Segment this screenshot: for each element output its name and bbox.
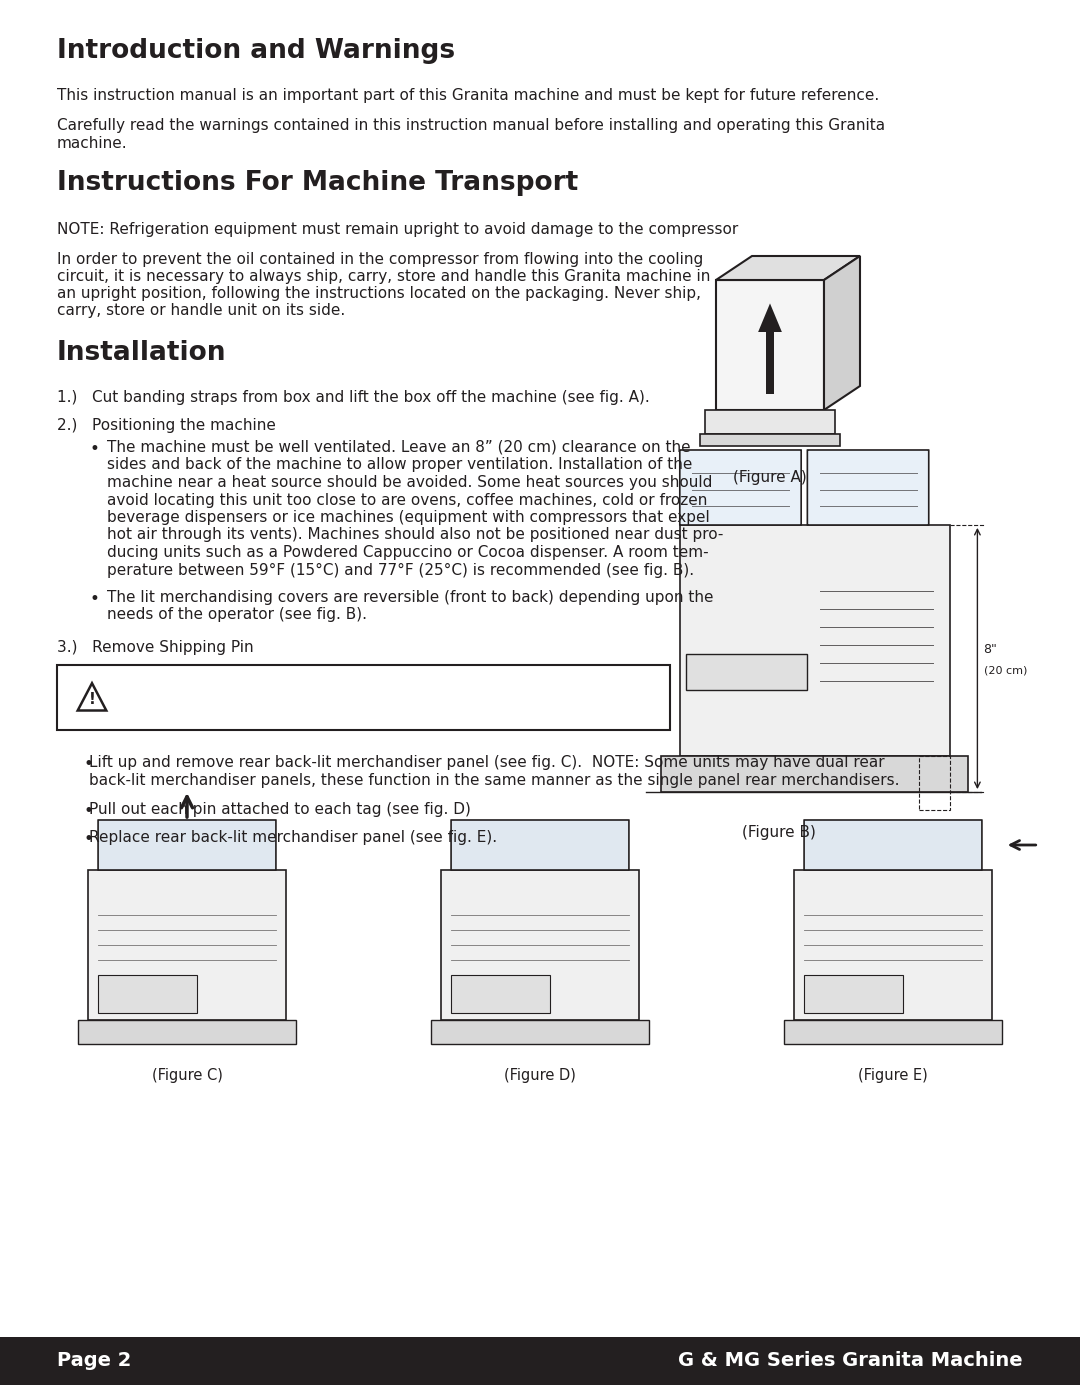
Text: needs of the operator (see fig. B).: needs of the operator (see fig. B).: [107, 608, 367, 623]
Bar: [442, 870, 638, 1020]
Text: machine.: machine.: [57, 136, 127, 151]
Text: perature between 59°F (15°C) and 77°F (25°C) is recommended (see fig. B).: perature between 59°F (15°C) and 77°F (2…: [107, 563, 694, 577]
Bar: [451, 975, 550, 1013]
Text: The machine must be well ventilated. Leave an 8” (20 cm) clearance on the: The machine must be well ventilated. Lea…: [107, 440, 690, 455]
Text: Instructions For Machine Transport: Instructions For Machine Transport: [57, 170, 578, 196]
Text: an upright position, following the instructions located on the packaging. Never : an upright position, following the instr…: [57, 286, 701, 300]
Text: Installation: Installation: [57, 339, 227, 366]
Text: The lit merchandising covers are reversible (front to back) depending upon the: The lit merchandising covers are reversi…: [107, 590, 714, 605]
Polygon shape: [824, 256, 860, 409]
Text: beverage dispensers or ice machines (equipment with compressors that expel: beverage dispensers or ice machines (equ…: [107, 510, 710, 525]
Bar: [700, 434, 840, 446]
Text: Pull out each pin attached to each tag (see fig. D): Pull out each pin attached to each tag (…: [89, 802, 471, 817]
Bar: [57, 665, 670, 731]
FancyBboxPatch shape: [679, 450, 801, 525]
Bar: [98, 975, 197, 1013]
Text: •: •: [84, 802, 94, 820]
Text: machine near a heat source should be avoided. Some heat sources you should: machine near a heat source should be avo…: [107, 475, 713, 490]
Bar: [0, 1337, 1080, 1384]
Text: Replace rear back-lit merchandiser panel (see fig. E).: Replace rear back-lit merchandiser panel…: [89, 830, 497, 845]
Text: G & MG Series Granita Machine: G & MG Series Granita Machine: [678, 1351, 1023, 1370]
Bar: [686, 654, 808, 690]
Bar: [805, 975, 903, 1013]
Text: Introduction and Warnings: Introduction and Warnings: [57, 38, 455, 64]
Text: back-lit merchandiser panels, these function in the same manner as the single pa: back-lit merchandiser panels, these func…: [89, 773, 900, 788]
Text: In order to prevent the oil contained in the compressor from flowing into the co: In order to prevent the oil contained in…: [57, 251, 703, 267]
Text: (Figure E): (Figure E): [859, 1067, 928, 1083]
Text: (Figure A): (Figure A): [733, 469, 807, 485]
FancyBboxPatch shape: [805, 820, 982, 870]
Text: carry, store or handle unit on its side.: carry, store or handle unit on its side.: [57, 303, 346, 319]
Text: 2.)   Positioning the machine: 2.) Positioning the machine: [57, 418, 275, 433]
Text: (Figure D): (Figure D): [504, 1067, 576, 1083]
Bar: [679, 525, 949, 756]
FancyBboxPatch shape: [98, 820, 275, 870]
Bar: [716, 279, 824, 409]
Polygon shape: [758, 303, 782, 332]
Text: Attention:: Attention:: [129, 682, 224, 700]
Text: •: •: [84, 830, 94, 848]
Text: This instruction manual is an important part of this Granita machine and must be: This instruction manual is an important …: [57, 88, 879, 103]
Text: •: •: [89, 440, 99, 458]
Text: circuit, it is necessary to always ship, carry, store and handle this Granita ma: circuit, it is necessary to always ship,…: [57, 270, 711, 284]
Text: NOTE: Refrigeration equipment must remain upright to avoid damage to the compres: NOTE: Refrigeration equipment must remai…: [57, 222, 739, 237]
Bar: [431, 1020, 649, 1044]
Text: each bowl must be removed before starting machines.: each bowl must be removed before startin…: [129, 703, 642, 719]
Text: hot air through its vents). Machines should also not be positioned near dust pro: hot air through its vents). Machines sho…: [107, 528, 724, 542]
Bar: [89, 870, 286, 1020]
Text: Page 2: Page 2: [57, 1351, 132, 1370]
Text: •: •: [84, 754, 94, 773]
Text: 8": 8": [984, 643, 998, 657]
FancyBboxPatch shape: [451, 820, 629, 870]
Text: ducing units such as a Powdered Cappuccino or Cocoa dispenser. A room tem-: ducing units such as a Powdered Cappucci…: [107, 545, 708, 560]
Polygon shape: [716, 256, 860, 279]
Text: (20 cm): (20 cm): [984, 665, 1027, 676]
Text: •: •: [89, 590, 99, 608]
Text: Lift up and remove rear back-lit merchandiser panel (see fig. C).  NOTE: Some un: Lift up and remove rear back-lit merchan…: [89, 754, 885, 770]
Bar: [918, 756, 949, 810]
Bar: [78, 1020, 296, 1044]
Text: (Figure C): (Figure C): [151, 1067, 222, 1083]
Bar: [784, 1020, 1002, 1044]
Bar: [661, 756, 968, 792]
Bar: [705, 409, 835, 434]
Text: Shipping pin attached to tag located behind: Shipping pin attached to tag located beh…: [216, 682, 635, 700]
Bar: [766, 332, 774, 394]
Text: (Figure B): (Figure B): [742, 826, 815, 840]
Text: !: !: [89, 692, 95, 707]
Text: avoid locating this unit too close to are ovens, coffee machines, cold or frozen: avoid locating this unit too close to ar…: [107, 493, 707, 507]
FancyBboxPatch shape: [808, 450, 929, 525]
Text: 1.)   Cut banding straps from box and lift the box off the machine (see fig. A).: 1.) Cut banding straps from box and lift…: [57, 390, 650, 405]
Bar: [794, 870, 991, 1020]
Text: sides and back of the machine to allow proper ventilation. Installation of the: sides and back of the machine to allow p…: [107, 457, 692, 472]
Text: 3.)   Remove Shipping Pin: 3.) Remove Shipping Pin: [57, 640, 254, 655]
Text: Carefully read the warnings contained in this instruction manual before installi: Carefully read the warnings contained in…: [57, 117, 886, 133]
